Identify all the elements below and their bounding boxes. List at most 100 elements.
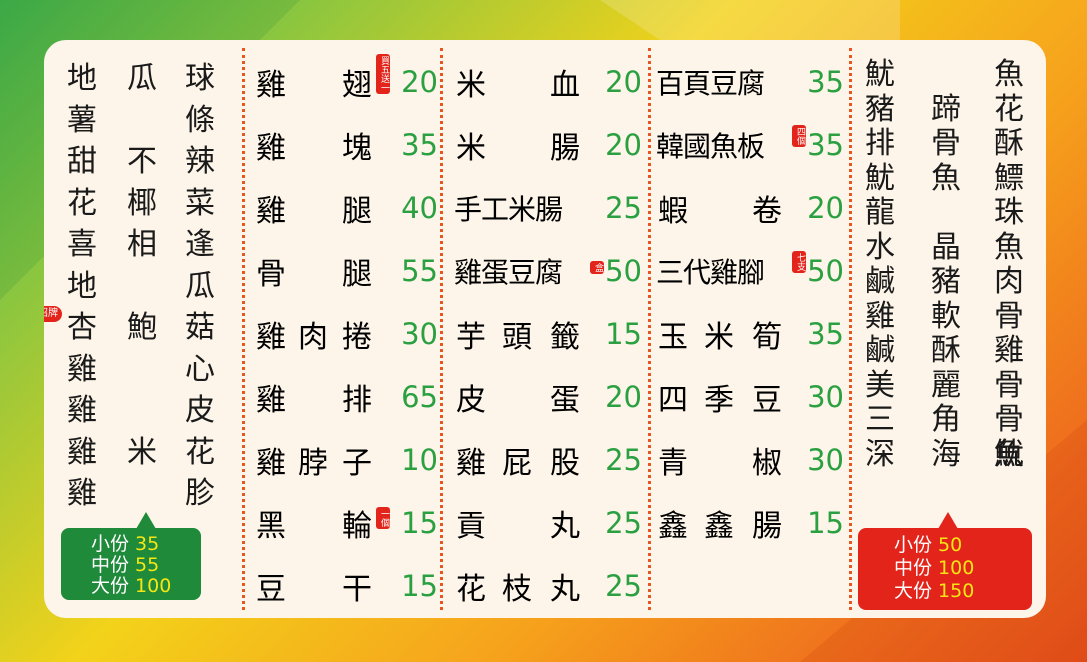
item-char: 四	[658, 383, 688, 418]
item-price: 30	[807, 443, 844, 477]
item-price: 55	[401, 254, 438, 288]
item-tag: 七支	[792, 251, 806, 273]
column-divider	[849, 48, 852, 610]
menu-char: 條	[185, 102, 215, 138]
menu-char: 菇	[185, 310, 215, 345]
menu-char: 水	[865, 229, 895, 265]
item-char: 雞	[256, 320, 286, 355]
menu-char: 喜	[67, 227, 97, 262]
menu-char: 杏	[67, 310, 97, 345]
item-char: 翅	[342, 68, 372, 103]
menu-char: 雞	[994, 333, 1024, 368]
item-char: 股	[550, 446, 580, 481]
menu-char: 菜	[185, 185, 215, 221]
menu-item: 四季豆 30	[654, 377, 844, 418]
size-label: 中份	[91, 554, 130, 576]
size-label: 中份	[894, 557, 933, 579]
item-char: 雞	[256, 383, 286, 418]
menu-char: 雞	[865, 298, 895, 334]
menu-char: 骨	[994, 402, 1024, 437]
item-price: 15	[401, 569, 438, 603]
menu-item: 韓國魚板 四個 35	[654, 125, 844, 165]
item-char: 雞	[456, 446, 486, 481]
menu-item: 百頁豆腐 35	[654, 62, 844, 102]
menu-item: 雞 腿 40	[252, 188, 438, 229]
menu-item: 蝦 卷 20	[654, 188, 844, 229]
item-char: 米	[456, 68, 486, 103]
menu-char: 鰾	[994, 160, 1024, 196]
menu-char: 瓜	[127, 61, 157, 96]
item-char: 季	[704, 383, 734, 418]
item-char: 子	[342, 446, 372, 481]
menu-item: 花枝丸 25	[452, 566, 642, 607]
item-char: 筍	[752, 320, 782, 355]
item-char: 卷	[752, 194, 782, 229]
menu-char: 魷	[994, 436, 1024, 472]
item-char: 皮	[456, 383, 486, 418]
item-tag: 四個	[792, 125, 806, 147]
item-char: 腸	[752, 509, 782, 544]
item-char: 米	[704, 320, 734, 355]
menu-char: 鹹	[865, 264, 895, 299]
menu-item: 骨 腿 55	[252, 251, 438, 292]
item-name: 三代雞腳	[656, 256, 765, 289]
item-tag: 一個	[376, 507, 390, 529]
menu-char: 麗	[931, 367, 961, 403]
item-char: 干	[342, 572, 372, 607]
menu-char: 地	[67, 268, 97, 304]
item-price: 20	[807, 191, 844, 225]
menu-char: 魚	[994, 57, 1024, 92]
price-box-pointer	[136, 512, 156, 529]
menu-char: 魚	[931, 160, 961, 196]
menu-char: 相	[127, 227, 157, 262]
size-price: 100	[135, 575, 172, 597]
item-char: 血	[550, 68, 580, 103]
menu-char: 深	[865, 436, 895, 472]
menu-item: 黑 輪一個 15	[252, 503, 438, 544]
item-char: 椒	[752, 446, 782, 481]
menu-char: 球	[185, 61, 215, 96]
menu-char: 三	[865, 402, 895, 437]
item-price: 15	[605, 317, 642, 351]
item-name: 手工米腸	[454, 193, 563, 226]
item-price: 25	[605, 506, 642, 540]
menu-char: 骨	[931, 126, 961, 161]
item-name: 雞蛋豆腐	[454, 256, 563, 289]
menu-char: 鮑	[127, 310, 157, 345]
menu-char: 薯	[67, 102, 97, 138]
item-name: 百頁豆腐	[656, 67, 765, 100]
item-char: 花	[456, 572, 486, 607]
item-price: 35	[807, 128, 844, 162]
item-name: 韓國魚板	[656, 130, 765, 163]
item-char: 雞	[256, 68, 286, 103]
item-char: 玉	[658, 320, 688, 355]
item-char: 豆	[752, 383, 782, 418]
item-char: 腿	[342, 194, 372, 229]
size-price: 100	[938, 557, 975, 579]
menu-char: 地	[67, 61, 97, 96]
menu-char: 魷	[865, 57, 895, 92]
item-price: 20	[605, 380, 642, 414]
menu-char: 雞	[67, 393, 97, 428]
item-char: 蛋	[550, 383, 580, 418]
item-price: 30	[401, 317, 438, 351]
item-char: 捲	[342, 320, 372, 355]
menu-char: 酥	[994, 126, 1024, 161]
menu-item: 豆 干 15	[252, 566, 438, 607]
item-price: 40	[401, 191, 438, 225]
item-char: 青	[658, 446, 688, 481]
menu-item: 雞蛋豆腐 盒 50	[452, 251, 642, 291]
item-char: 頭	[502, 320, 532, 355]
menu-char: 鹹	[865, 333, 895, 368]
column-divider	[242, 48, 245, 610]
item-char: 腸	[550, 131, 580, 166]
item-price: 25	[605, 569, 642, 603]
size-row: 大份 100	[91, 576, 171, 597]
menu-char: 心	[185, 351, 215, 387]
size-label: 小份	[91, 533, 130, 555]
menu-char: 逢	[185, 227, 215, 262]
menu-item: 米 腸 20	[452, 125, 642, 166]
menu-char: 排	[865, 126, 895, 161]
item-price: 35	[401, 128, 438, 162]
